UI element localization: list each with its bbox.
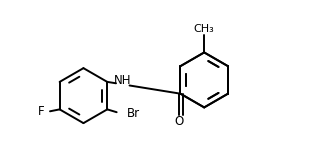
Text: Br: Br (127, 107, 140, 120)
Text: O: O (175, 116, 184, 128)
Text: F: F (37, 105, 44, 118)
Text: NH: NH (114, 74, 131, 87)
Text: CH₃: CH₃ (194, 24, 214, 34)
